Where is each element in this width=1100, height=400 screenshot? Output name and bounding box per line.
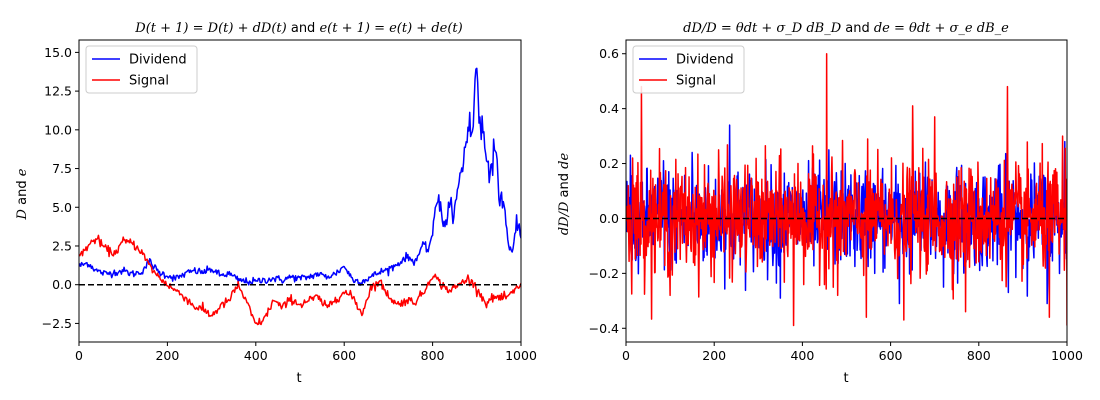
right-chart-title: dD/D = θdt + σ_D dB_D and de = θdt + σ_e… [683, 21, 1009, 36]
right-x-tick-label: 600 [879, 348, 903, 363]
right-y-tick-label: 0.6 [599, 46, 619, 61]
left-x-tick-label: 0 [75, 348, 83, 363]
right-y-tick-label: 0.2 [599, 156, 619, 171]
left-y-tick-label: 15.0 [44, 45, 72, 60]
left-x-tick-label: 200 [155, 348, 179, 363]
left-axes-frame [78, 39, 522, 343]
left-y-tick-label: 10.0 [44, 122, 72, 137]
right-y-tick-label: 0.4 [599, 101, 619, 116]
left-legend-label-signal: Signal [129, 74, 169, 89]
left-x-axis-label: t [296, 371, 301, 386]
left-chart-title: D(t + 1) = D(t) + dD(t) and e(t + 1) = e… [134, 21, 462, 36]
left-plot-area [79, 67, 521, 326]
right-legend [632, 45, 745, 94]
right-title-and: and [841, 21, 874, 36]
left-y-axis-label: D and e [15, 168, 30, 220]
right-y-axis-label: dD/D and de [557, 153, 572, 236]
right-legend-label-dividend: Dividend [676, 53, 734, 68]
right-x-tick-label: 200 [702, 348, 726, 363]
right-legend-label-signal: Signal [676, 74, 716, 89]
left-ylabel-and: and [15, 176, 30, 209]
left-legend [85, 45, 198, 94]
right-x-tick-label: 0 [622, 348, 630, 363]
left-y-tick-label: −2.5 [42, 316, 72, 331]
left-chart: D(t + 1) = D(t) + dD(t) and e(t + 1) = e… [15, 21, 537, 386]
left-x-tick-label: 400 [244, 348, 268, 363]
left-y-tick-label: 2.5 [52, 238, 72, 253]
right-ylabel-b: de [557, 153, 572, 169]
left-ylabel-a: D [15, 208, 30, 220]
right-ylabel-and: and [557, 169, 572, 202]
left-title-eq1: D(t + 1) = D(t) + dD(t) [134, 21, 286, 36]
left-y-tick-label: 7.5 [52, 161, 72, 176]
right-x-tick-label: 400 [790, 348, 814, 363]
right-x-tick-label: 800 [967, 348, 991, 363]
left-x-tick-label: 800 [421, 348, 445, 363]
right-title-eq2: de = θdt + σ_e dB_e [874, 21, 1009, 36]
right-x-axis-label: t [843, 371, 848, 386]
left-series-signal-line [79, 234, 521, 326]
left-x-tick-label: 1000 [505, 348, 537, 363]
right-ylabel-a: dD/D [557, 201, 572, 235]
left-y-tick-label: 0.0 [52, 277, 72, 292]
left-title-eq2: e(t + 1) = e(t) + de(t) [319, 21, 462, 36]
right-y-tick-label: 0.0 [599, 211, 619, 226]
right-title-eq1: dD/D = θdt + σ_D dB_D [683, 21, 842, 36]
left-legend-label-dividend: Dividend [129, 53, 187, 68]
right-axes-frame [625, 39, 1068, 343]
left-y-tick-label: 5.0 [52, 200, 72, 215]
right-x-tick-label: 1000 [1051, 348, 1083, 363]
right-plot-area [626, 52, 1067, 327]
left-series-dividend-line [79, 67, 521, 287]
right-y-tick-label: −0.2 [589, 266, 619, 281]
right-y-tick-label: −0.4 [589, 321, 619, 336]
left-ylabel-b: e [15, 168, 30, 176]
right-series-signal-line [626, 52, 1067, 327]
left-title-and: and [287, 21, 320, 36]
right-chart: dD/D = θdt + σ_D dB_D and de = θdt + σ_e… [557, 21, 1083, 386]
left-x-tick-label: 600 [332, 348, 356, 363]
left-y-tick-label: 12.5 [44, 84, 72, 99]
